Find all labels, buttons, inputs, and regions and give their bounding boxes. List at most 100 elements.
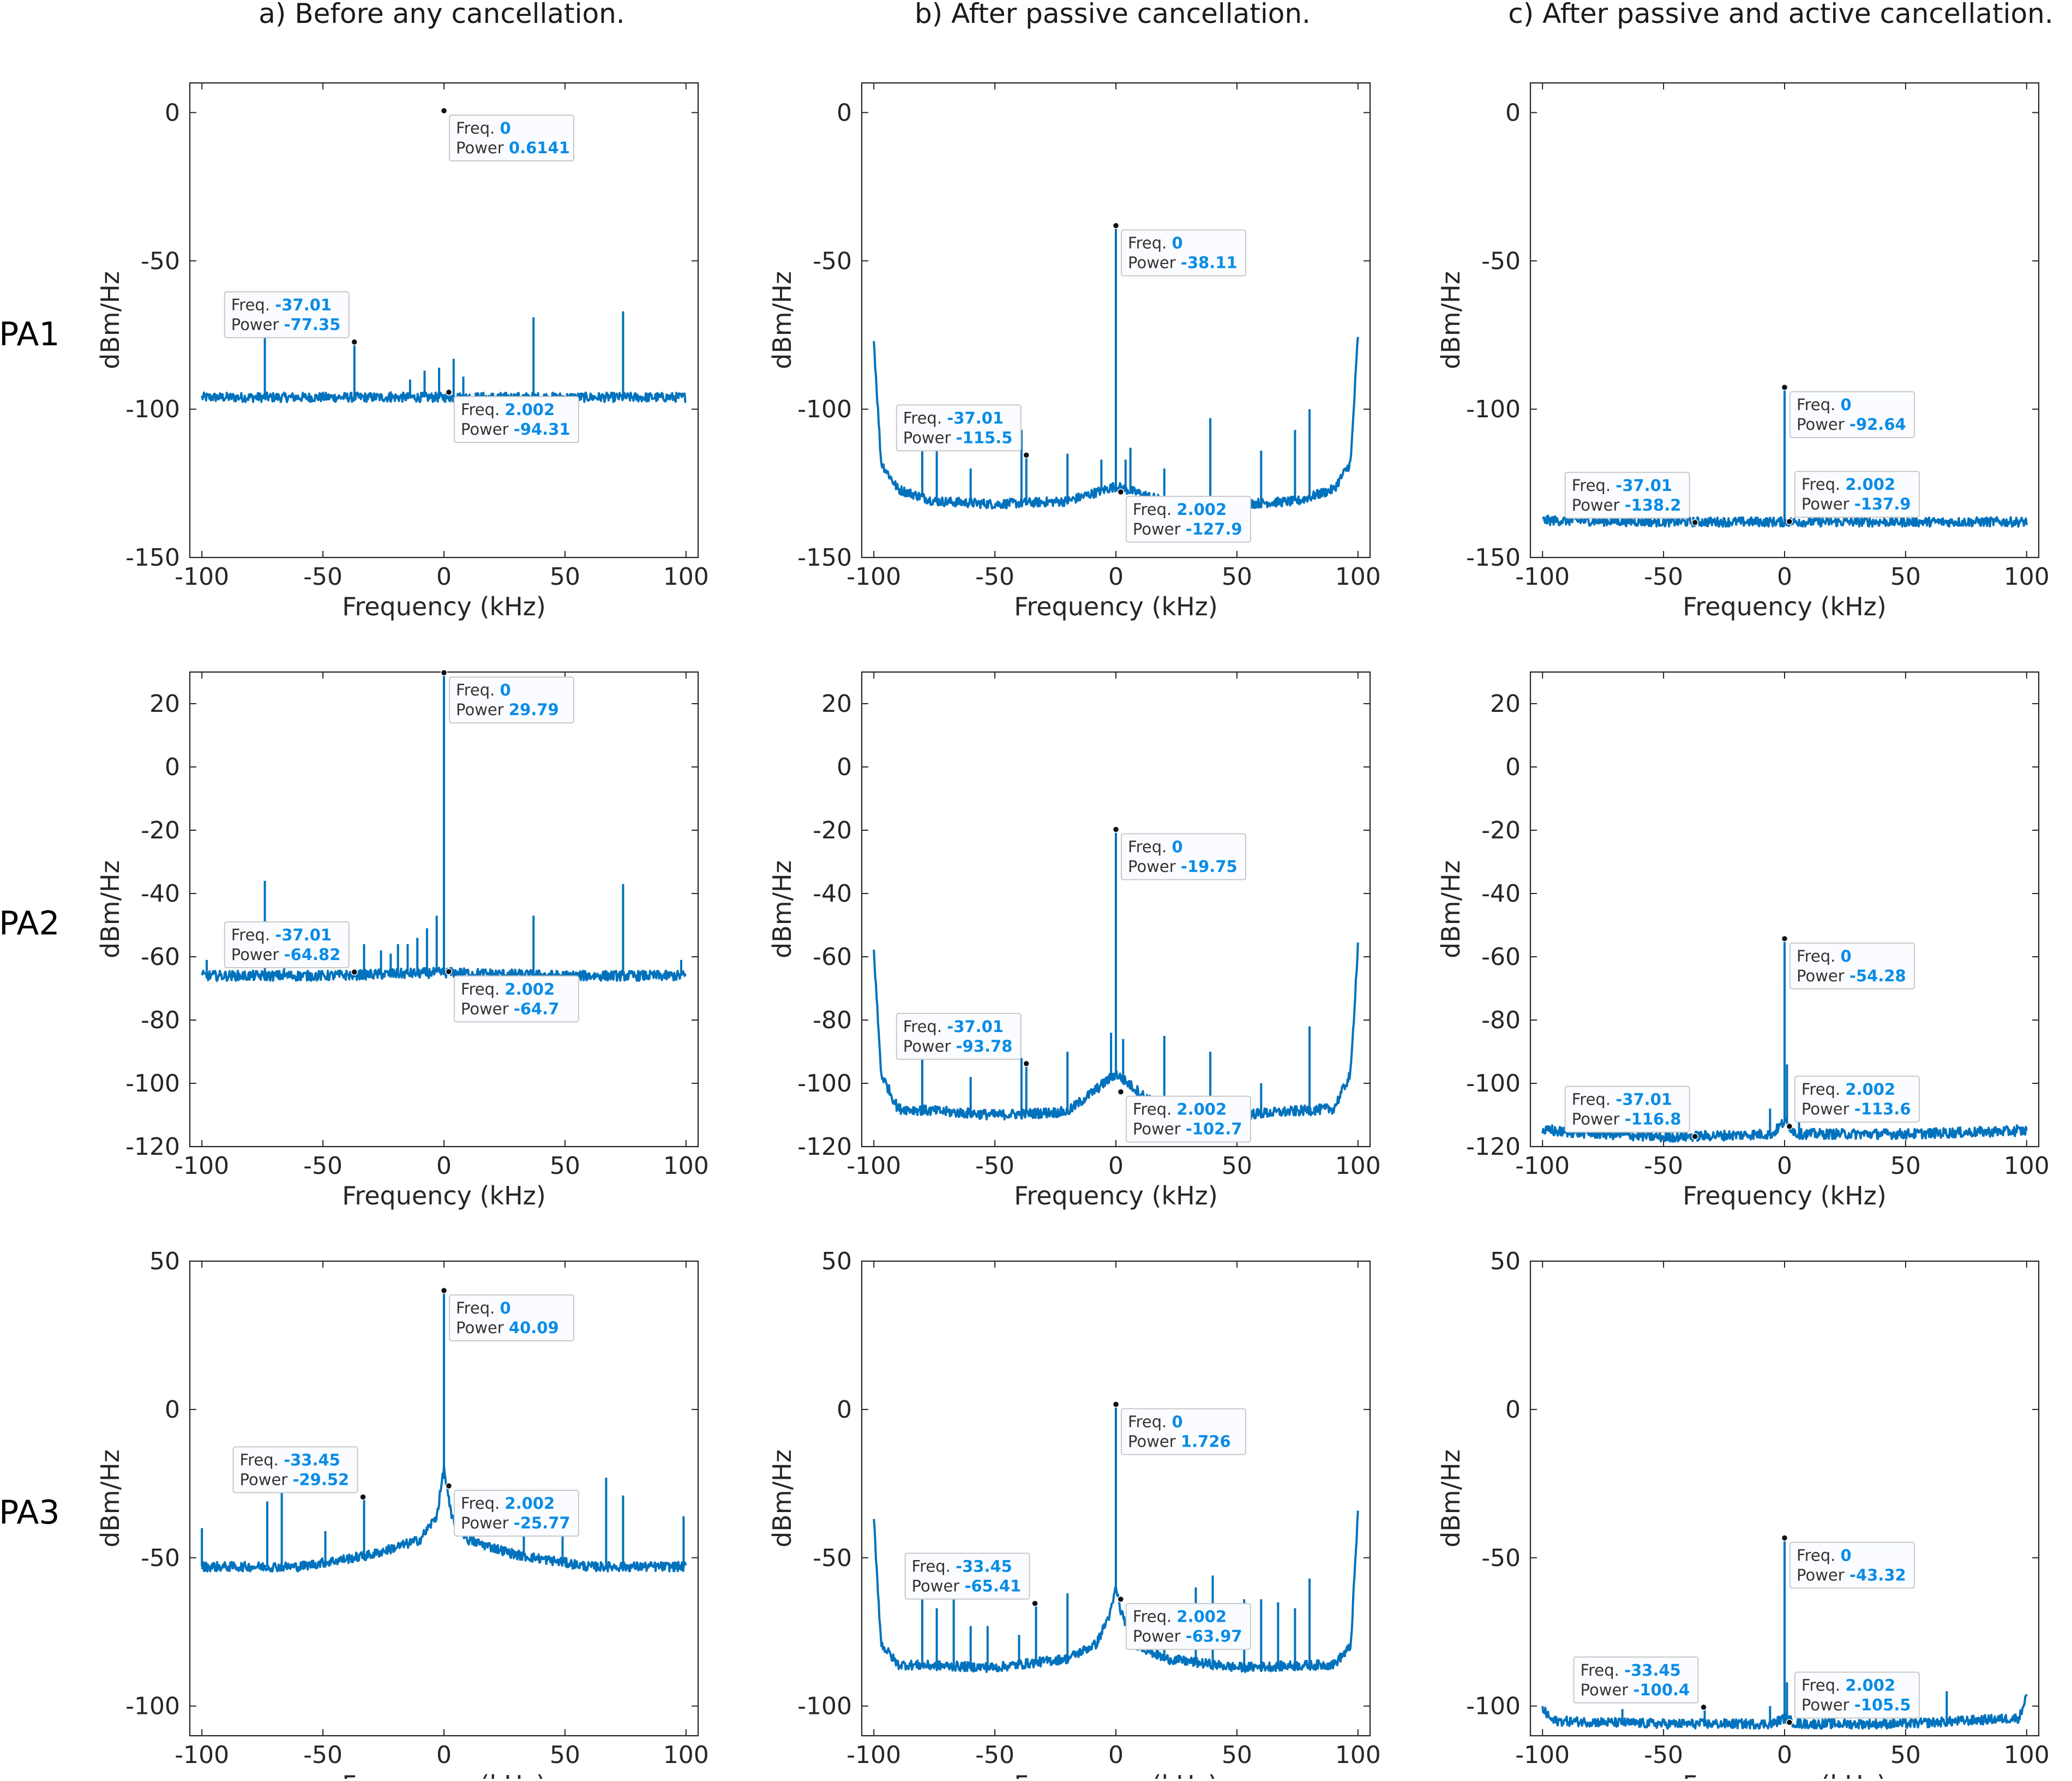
datatip-freq-value: 0 <box>500 681 511 699</box>
datatip-freq-value: -37.01 <box>275 296 332 314</box>
datatip-power: Power 1.726 <box>1128 1432 1231 1450</box>
datatip-marker[interactable] <box>1117 1088 1125 1095</box>
y-axis-label: dBm/Hz <box>1436 1449 1466 1548</box>
datatip-freq-value: 0 <box>1172 234 1183 253</box>
datatip-marker[interactable] <box>1112 1401 1120 1408</box>
datatip-power: Power -29.52 <box>240 1470 350 1489</box>
datatip-box <box>1794 471 1920 518</box>
datatip-marker[interactable] <box>440 1287 448 1294</box>
datatip-marker[interactable] <box>440 107 448 115</box>
datatip-power-value: -137.9 <box>1854 495 1911 513</box>
datatip-marker[interactable] <box>445 388 453 396</box>
datatip-marker[interactable] <box>440 669 448 676</box>
datatip-power: Power 29.79 <box>456 700 559 719</box>
datatip-marker[interactable] <box>1781 1534 1788 1542</box>
datatip-marker[interactable] <box>445 968 453 975</box>
datatip-freq: Freq. 0 <box>1797 947 1852 966</box>
datatip[interactable]: Freq. 0 Power -43.32 <box>1789 1542 1915 1589</box>
datatip-freq-label: Freq. <box>231 926 275 944</box>
x-tick-label: -50 <box>1644 1741 1683 1769</box>
datatip-marker[interactable] <box>1112 222 1120 229</box>
datatip-power-label: Power <box>1128 1432 1181 1450</box>
datatip-power: Power -64.7 <box>461 999 559 1018</box>
datatip-freq-label: Freq. <box>1801 475 1846 494</box>
datatip[interactable]: Freq. 0 Power 0.6141 <box>449 115 574 162</box>
datatip-marker[interactable] <box>1691 519 1698 526</box>
datatip-marker[interactable] <box>1786 1123 1793 1130</box>
x-tick-label: 100 <box>663 1152 709 1180</box>
y-tick-label: 20 <box>821 690 852 718</box>
y-tick-label: -80 <box>1481 1006 1521 1034</box>
datatip-marker[interactable] <box>1781 383 1788 391</box>
datatip-marker[interactable] <box>1700 1704 1707 1711</box>
datatip-marker[interactable] <box>1786 1719 1793 1726</box>
datatip-marker[interactable] <box>1117 488 1125 496</box>
datatip-freq-value: 2.002 <box>505 400 555 419</box>
x-axis-label: Frequency (kHz) <box>342 1770 546 1779</box>
y-tick-label: -20 <box>813 817 852 844</box>
datatip-box <box>453 396 579 443</box>
datatip-marker[interactable] <box>1031 1600 1038 1607</box>
datatip-freq: Freq. 2.002 <box>1133 1608 1227 1626</box>
datatip-marker[interactable] <box>1112 826 1120 833</box>
datatip-power: Power 0.6141 <box>456 139 570 157</box>
x-axis-label: Frequency (kHz) <box>342 592 546 621</box>
y-tick-label: -80 <box>813 1006 852 1034</box>
datatip-marker[interactable] <box>1023 1060 1030 1068</box>
datatip[interactable]: Freq. -37.01 Power -116.8 <box>1564 1086 1690 1133</box>
datatip-marker[interactable] <box>351 338 358 346</box>
datatip-marker[interactable] <box>1786 518 1793 525</box>
x-tick-label: 50 <box>550 1741 580 1769</box>
datatip-freq-value: -33.45 <box>284 1450 340 1469</box>
datatip-marker[interactable] <box>359 1494 367 1501</box>
datatip-freq-label: Freq. <box>1797 1546 1841 1564</box>
x-tick-label: -100 <box>1515 1741 1570 1769</box>
datatip-box <box>904 1552 1030 1600</box>
x-tick-label: 50 <box>1222 563 1252 591</box>
datatip-freq-label: Freq. <box>456 119 500 137</box>
y-tick-label: -100 <box>125 1693 180 1720</box>
datatip-power-value: 29.79 <box>509 700 559 719</box>
datatip-marker[interactable] <box>1781 935 1788 943</box>
datatip-freq: Freq. 2.002 <box>461 400 555 419</box>
datatip-marker[interactable] <box>1691 1133 1698 1140</box>
y-axis-label: dBm/Hz <box>95 271 125 369</box>
datatip-freq-label: Freq. <box>1133 1608 1177 1626</box>
datatip-marker[interactable] <box>351 968 358 976</box>
datatip-freq-value: 2.002 <box>505 980 555 998</box>
y-tick-label: -100 <box>125 1070 180 1098</box>
datatip-freq-value: -33.45 <box>956 1557 1012 1576</box>
datatip-power-label: Power <box>461 420 514 439</box>
datatip-marker[interactable] <box>1023 452 1030 459</box>
y-tick-label: 50 <box>149 1248 180 1275</box>
datatip-marker[interactable] <box>445 1482 453 1490</box>
y-axis-label: dBm/Hz <box>1436 271 1466 369</box>
datatip-box <box>1564 1086 1690 1133</box>
datatip-marker[interactable] <box>1117 1596 1125 1603</box>
